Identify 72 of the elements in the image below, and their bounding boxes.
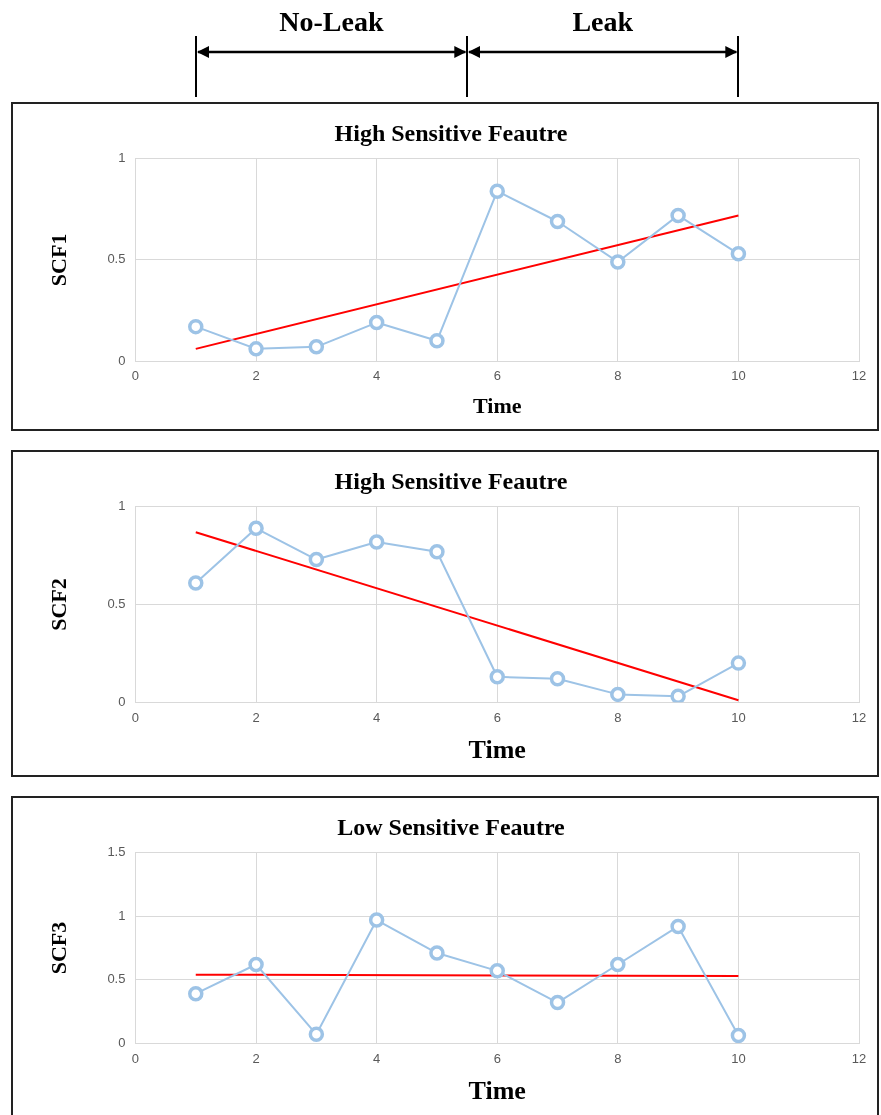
x-tick-label: 0 <box>131 368 140 384</box>
x-tick-label: 4 <box>373 1050 381 1066</box>
chart-title: High Sensitive Feautre <box>334 119 568 146</box>
x-tick-label: 2 <box>252 709 260 725</box>
x-tick-label: 10 <box>731 709 746 725</box>
x-tick-label: 4 <box>373 368 381 384</box>
x-axis-title: Time <box>472 393 522 419</box>
x-tick-label: 12 <box>851 368 867 384</box>
x-tick-label: 10 <box>731 1050 746 1066</box>
x-tick-label: 6 <box>493 709 501 725</box>
y-tick-label: 1 <box>118 907 126 923</box>
point <box>188 575 204 591</box>
point <box>308 1026 325 1043</box>
y-tick-label: 1 <box>118 498 126 514</box>
point <box>549 994 566 1011</box>
x-tick-label: 0 <box>131 709 140 725</box>
x-tick-label: 6 <box>493 1050 501 1066</box>
point <box>429 333 445 349</box>
point <box>248 341 264 357</box>
point <box>489 669 505 685</box>
point <box>368 534 385 550</box>
x-tick-label: 10 <box>731 368 746 384</box>
point <box>610 686 626 703</box>
point <box>248 520 264 537</box>
point <box>549 213 566 230</box>
y-tick-label: 0.5 <box>107 971 126 987</box>
x-axis-title: Time <box>468 1076 526 1106</box>
x-tick-label: 6 <box>493 368 501 384</box>
y-tick-label: 0 <box>118 693 126 709</box>
x-tick-label: 0 <box>131 1050 140 1066</box>
point <box>489 183 505 199</box>
point <box>730 1027 747 1044</box>
point <box>670 918 686 935</box>
y-axis-title: SCF1 <box>45 233 71 287</box>
y-tick-label: 0 <box>118 1034 126 1050</box>
point <box>670 688 686 703</box>
x-tick-label: 2 <box>252 1050 260 1066</box>
point <box>610 956 626 973</box>
point <box>730 246 747 262</box>
text: Leak <box>572 6 634 38</box>
y-tick-label: 0 <box>118 352 126 368</box>
y-tick-label: 0.5 <box>107 596 126 612</box>
point <box>610 254 626 270</box>
point <box>429 543 445 560</box>
point <box>670 207 686 224</box>
point <box>308 551 325 568</box>
chart-title: Low Sensitive Feautre <box>337 813 566 840</box>
point <box>188 985 204 1002</box>
point <box>248 956 264 973</box>
point <box>368 912 385 928</box>
x-tick-label: 12 <box>851 709 867 725</box>
point <box>308 339 325 355</box>
chart-title: High Sensitive Feautre <box>334 467 568 494</box>
y-axis-title: SCF2 <box>45 578 71 631</box>
y-tick-label: 1.5 <box>107 844 126 860</box>
x-tick-label: 8 <box>614 709 622 725</box>
point <box>549 671 566 687</box>
x-tick-label: 8 <box>614 1050 622 1066</box>
y-tick-label: 1 <box>118 150 126 166</box>
y-axis-title: SCF3 <box>45 921 71 975</box>
x-axis-title: Time <box>468 735 526 765</box>
point <box>730 655 747 671</box>
x-tick-label: 12 <box>851 1050 867 1066</box>
point <box>489 963 505 979</box>
point <box>429 945 445 961</box>
text: No-Leak <box>279 6 384 38</box>
x-tick-label: 8 <box>614 368 622 384</box>
y-tick-label: 0.5 <box>107 251 126 267</box>
point <box>188 318 204 335</box>
x-tick-label: 2 <box>252 368 260 384</box>
x-tick-label: 4 <box>373 709 381 725</box>
point <box>368 314 385 331</box>
